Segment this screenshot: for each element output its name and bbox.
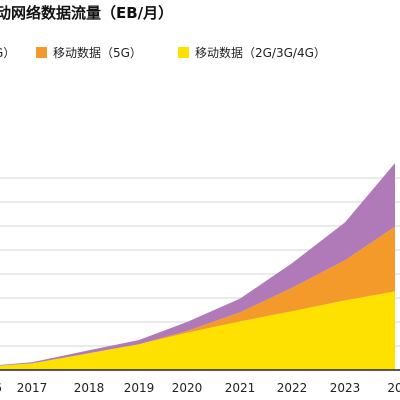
- chart-title: 动网络数据流量（EB/月）: [0, 4, 174, 22]
- legend-label-5g: 移动数据（5G）: [53, 46, 142, 60]
- x-tick-label-4: 2020: [172, 381, 203, 395]
- x-tick-label-3: 2019: [124, 381, 155, 395]
- legend-item-5g: 移动数据（5G）: [36, 44, 142, 61]
- x-tick-label-1: 2017: [17, 381, 48, 395]
- legend-item-2g3g4g: 移动数据（2G/3G/4G）: [178, 44, 326, 61]
- x-tick-label-2: 2018: [74, 381, 105, 395]
- stacked-areas: [0, 163, 395, 370]
- x-tick-label-6: 2022: [277, 381, 308, 395]
- x-axis-ticks: 6 2017 2018 2019 2020 2021 2022 2023 20: [0, 381, 400, 395]
- legend-label-2g3g4g: 移动数据（2G/3G/4G）: [195, 46, 326, 60]
- legend-label-other: G）: [0, 46, 16, 60]
- area-series-1: [0, 226, 395, 366]
- legend-swatch-5g: [36, 47, 47, 58]
- legend-swatch-2g3g4g: [178, 47, 189, 58]
- x-tick-label-5: 2021: [225, 381, 256, 395]
- legend-item-other: G）: [0, 44, 15, 61]
- area-series-2: [0, 163, 395, 366]
- x-tick-label-0: 6: [0, 381, 2, 395]
- x-tick-label-7: 2023: [330, 381, 361, 395]
- x-tick-label-8: 20: [387, 381, 400, 395]
- area-series-0: [0, 291, 395, 370]
